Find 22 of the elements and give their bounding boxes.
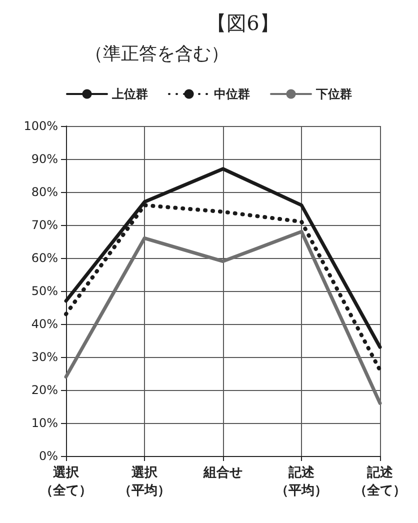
x-tick-label: 記述（全て） (354, 464, 406, 498)
legend-label: 下位群 (315, 87, 352, 101)
x-tick-label: 選択（全て） (40, 466, 92, 498)
y-tick-label: 70% (31, 218, 58, 232)
y-tick-label: 90% (31, 152, 58, 166)
chart-subtitle: （準正答を含む） (85, 44, 229, 64)
y-tick-label: 80% (31, 185, 58, 199)
y-tick-label: 10% (31, 416, 58, 430)
y-tick-label: 0% (38, 449, 58, 463)
line-series (64, 230, 382, 405)
y-tick-label: 30% (31, 350, 58, 364)
legend-label: 上位群 (111, 87, 148, 101)
y-tick-label: 50% (31, 284, 58, 298)
x-tick-label: 組合せ (202, 464, 242, 480)
x-tick-label: 記述（平均） (276, 464, 328, 498)
y-tick-label: 60% (31, 251, 58, 265)
y-tick-label: 20% (31, 383, 58, 397)
x-tick-label: 選択（平均） (118, 466, 170, 498)
legend-label: 中位群 (214, 87, 250, 101)
chart-title: 【図6】 (206, 11, 280, 35)
y-tick-label: 40% (31, 317, 58, 331)
y-tick-label: 100% (24, 119, 58, 133)
